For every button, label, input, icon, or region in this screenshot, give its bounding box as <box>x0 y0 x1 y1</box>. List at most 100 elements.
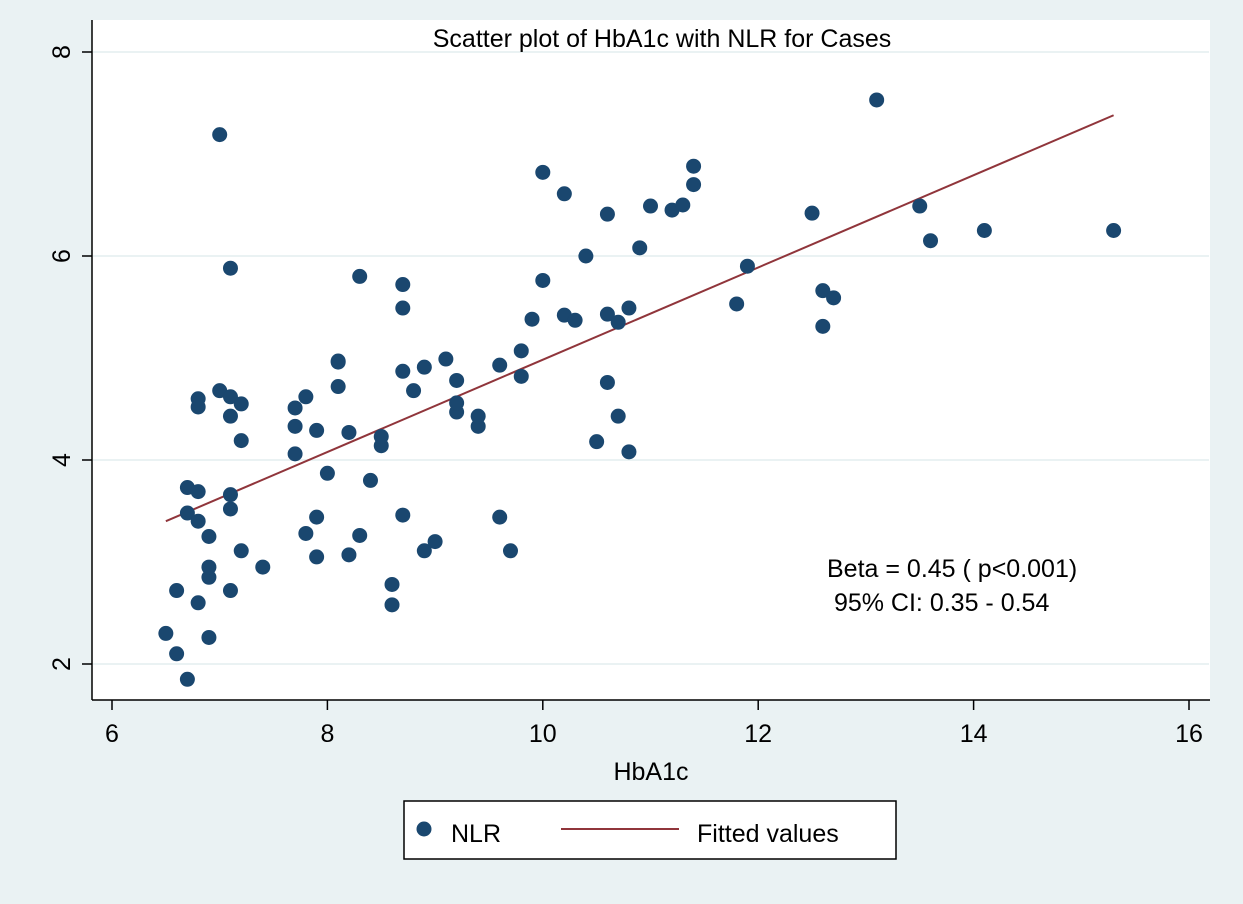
y-tick-label: 2 <box>48 657 76 671</box>
nlr-point <box>686 158 702 174</box>
axes <box>91 20 1210 701</box>
chart-title: Scatter plot of HbA1c with NLR for Cases <box>433 25 892 53</box>
nlr-point <box>513 343 529 359</box>
nlr-point <box>729 296 745 312</box>
nlr-point <box>395 277 411 293</box>
nlr-point <box>233 543 249 559</box>
x-tick-label: 12 <box>744 720 772 748</box>
nlr-point <box>449 372 465 388</box>
nlr-point <box>492 509 508 525</box>
nlr-point <box>287 418 303 434</box>
nlr-point <box>158 625 174 641</box>
nlr-point <box>416 543 432 559</box>
nlr-point <box>169 646 185 662</box>
nlr-point <box>395 507 411 523</box>
y-tick-label: 8 <box>48 45 76 59</box>
nlr-point <box>589 434 605 450</box>
nlr-point <box>255 559 271 575</box>
nlr-point <box>201 529 217 544</box>
nlr-point <box>222 583 238 599</box>
fitted-values-line <box>165 114 1115 523</box>
plot-area <box>92 20 1210 700</box>
gridlines <box>93 51 1209 665</box>
nlr-point <box>309 509 325 525</box>
x-axis-title: HbA1c <box>613 758 688 786</box>
nlr-point <box>556 186 572 202</box>
y-tick-label: 4 <box>48 453 76 467</box>
nlr-point <box>190 391 206 407</box>
nlr-point <box>179 505 195 521</box>
x-tick-label: 16 <box>1175 720 1203 748</box>
nlr-point <box>309 549 325 565</box>
nlr-point <box>298 525 314 541</box>
nlr-point <box>599 374 615 390</box>
x-tick-label: 6 <box>105 720 119 748</box>
nlr-point <box>492 357 508 373</box>
nlr-point <box>287 446 303 462</box>
nlr-point <box>179 671 195 687</box>
nlr-point <box>621 300 637 316</box>
nlr-point <box>513 368 529 384</box>
nlr-point <box>632 240 648 256</box>
nlr-point <box>406 383 422 399</box>
nlr-point <box>869 92 885 108</box>
nlr-point <box>233 433 249 449</box>
nlr-point <box>1106 223 1122 238</box>
nlr-point <box>169 583 185 599</box>
nlr-point <box>190 513 206 529</box>
y-tick-label: 6 <box>48 249 76 263</box>
nlr-point <box>826 290 842 306</box>
ci-annotation: 95% CI: 0.35 - 0.54 <box>827 589 1049 617</box>
nlr-point <box>610 314 626 330</box>
nlr-point <box>621 444 637 460</box>
nlr-point <box>610 408 626 424</box>
nlr-point <box>535 272 551 288</box>
nlr-point <box>976 223 992 238</box>
nlr-point <box>222 501 238 517</box>
nlr-point <box>201 559 217 575</box>
nlr-point <box>524 311 540 327</box>
nlr-point <box>373 429 389 445</box>
nlr-point <box>438 351 454 367</box>
nlr-point <box>222 260 238 276</box>
nlr-point <box>341 424 357 440</box>
nlr-point <box>287 400 303 416</box>
legend-marker-nlr <box>416 821 432 837</box>
x-ticks: 6 8 10 12 14 16 <box>105 700 1203 748</box>
nlr-point <box>222 487 238 503</box>
nlr-point <box>739 258 755 274</box>
nlr-point <box>923 233 939 249</box>
nlr-point <box>352 268 368 284</box>
nlr-point <box>309 422 325 438</box>
x-tick-label: 14 <box>960 720 988 748</box>
x-tick-label: 10 <box>529 720 557 748</box>
nlr-point <box>330 353 346 369</box>
nlr-point <box>222 389 238 405</box>
nlr-point <box>298 389 314 405</box>
nlr-point <box>599 206 615 222</box>
nlr-point <box>395 363 411 379</box>
nlr-point <box>341 547 357 563</box>
nlr-point <box>449 395 465 411</box>
nlr-point <box>643 198 658 214</box>
legend-label-fitted: Fitted values <box>697 820 839 848</box>
nlr-point <box>201 629 217 645</box>
x-tick-label: 8 <box>320 720 334 748</box>
legend-label-nlr: NLR <box>451 820 501 848</box>
nlr-point <box>190 595 206 611</box>
nlr-point <box>233 396 249 412</box>
scatter-points <box>158 92 1122 687</box>
nlr-point <box>190 484 206 500</box>
nlr-point <box>212 127 228 143</box>
legend-box <box>403 800 897 860</box>
nlr-point <box>384 576 400 592</box>
nlr-point <box>352 527 368 543</box>
nlr-point <box>416 359 432 375</box>
nlr-point <box>502 543 518 559</box>
nlr-point <box>535 164 551 180</box>
nlr-point <box>815 283 831 299</box>
nlr-point <box>427 534 443 550</box>
nlr-point <box>815 318 831 334</box>
nlr-point <box>804 205 820 221</box>
